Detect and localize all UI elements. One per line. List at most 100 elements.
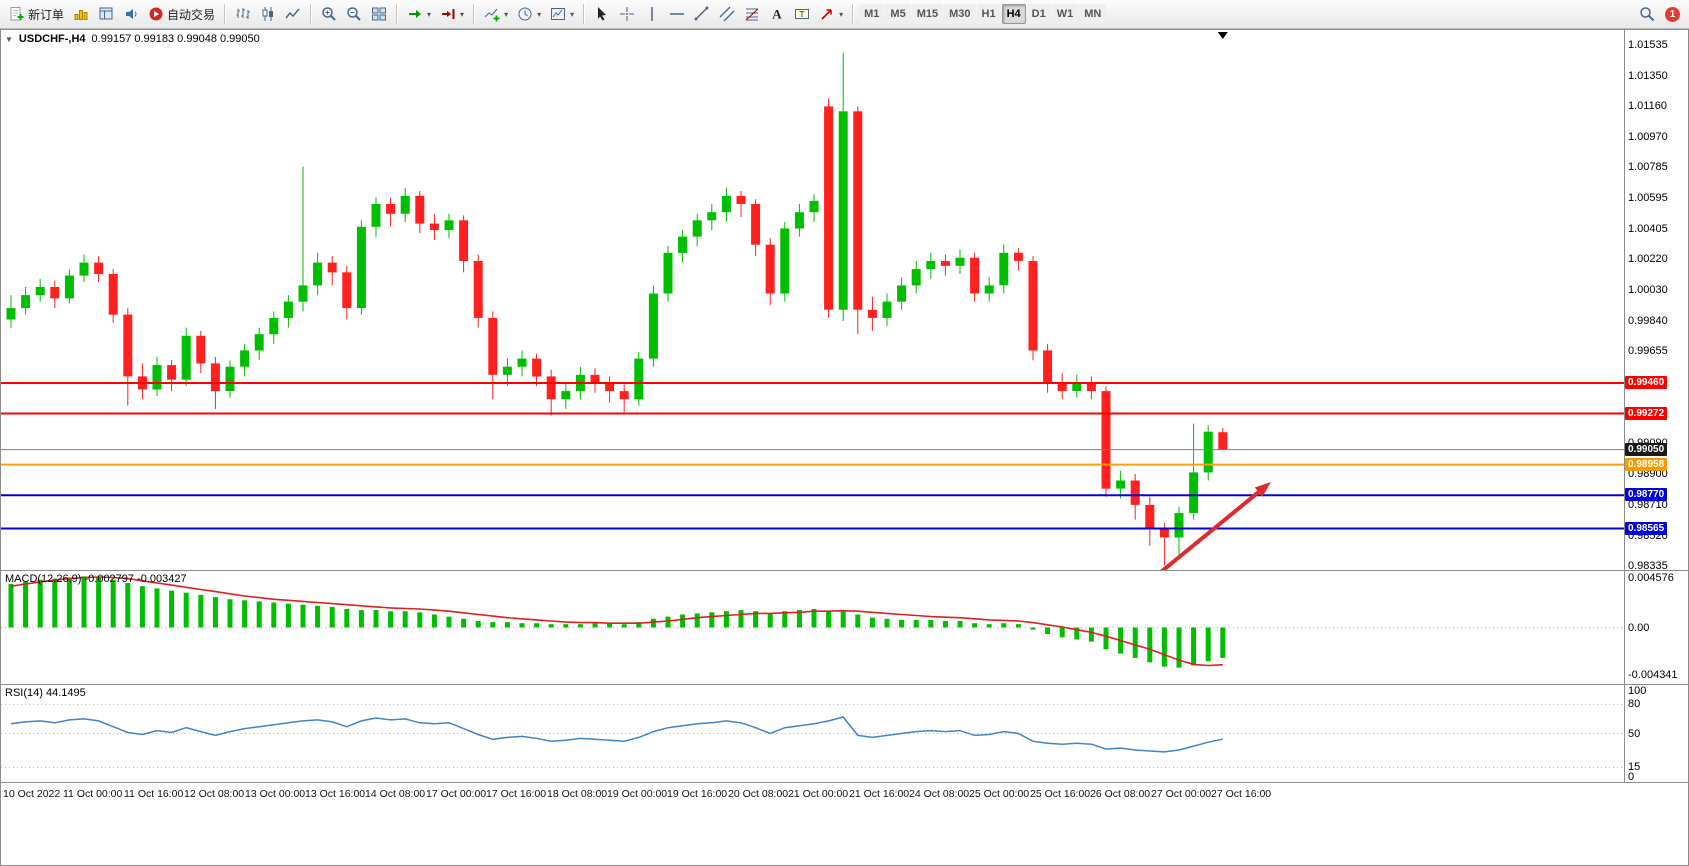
main-chart-pane: ▼ USDCHF-,H4 0.99157 0.99183 0.99048 0.9…: [1, 30, 1688, 571]
main-plot[interactable]: ▼ USDCHF-,H4 0.99157 0.99183 0.99048 0.9…: [1, 30, 1624, 570]
candlestick-chart-button[interactable]: [256, 3, 280, 25]
macd-tick: -0.004341: [1628, 669, 1678, 681]
toolbar-group-timeframes: M1 M5 M15 M30 H1 H4 D1 W1 MN: [859, 4, 1107, 24]
macd-values: -0.002797 -0.003427: [84, 573, 187, 585]
toolbar-separator: [310, 4, 313, 24]
market-watch-icon: [73, 6, 89, 22]
periods-button[interactable]: ▾: [513, 3, 545, 25]
price-tick: 1.00030: [1628, 284, 1668, 296]
zoom-in-button[interactable]: [317, 3, 341, 25]
timeframe-m15[interactable]: M15: [911, 4, 944, 24]
trendline-icon: [694, 6, 710, 22]
candle: [400, 187, 410, 222]
time-label: 20 Oct 08:00: [728, 788, 789, 800]
notification-badge[interactable]: 1: [1665, 6, 1680, 22]
rsi-axis[interactable]: 100 80 50 15 0: [1624, 685, 1688, 782]
chevron-down-icon: ▾: [427, 9, 432, 19]
bar-chart-button[interactable]: [231, 3, 255, 25]
timeframe-mn[interactable]: MN: [1079, 4, 1107, 24]
macd-label: MACD(12,26,9): [5, 573, 82, 585]
candle: [590, 368, 600, 393]
candle: [21, 287, 31, 315]
tile-windows-button[interactable]: [367, 3, 391, 25]
candle: [386, 197, 396, 227]
line-chart-icon: [285, 6, 301, 22]
candle: [225, 360, 235, 398]
alerts-button[interactable]: [119, 3, 143, 25]
candle: [181, 327, 191, 387]
timeframe-w1[interactable]: W1: [1051, 4, 1079, 24]
resistance-line-2-badge: 0.99272: [1625, 407, 1668, 420]
arrows-button[interactable]: ▾: [815, 3, 847, 25]
timeframe-m1[interactable]: M1: [859, 4, 885, 24]
candle: [269, 311, 279, 344]
candle: [459, 215, 469, 273]
support-line-1-badge: 0.98770: [1625, 488, 1668, 501]
horizontal-line-button[interactable]: [665, 3, 689, 25]
candle: [605, 376, 615, 403]
candlestick-chart-icon: [260, 6, 276, 22]
candle: [167, 360, 177, 392]
market-watch-button[interactable]: [69, 3, 93, 25]
time-label: 21 Oct 16:00: [849, 788, 910, 800]
chart-window: ▼ USDCHF-,H4 0.99157 0.99183 0.99048 0.9…: [0, 29, 1689, 866]
candle: [313, 252, 323, 296]
rsi-tick: 100: [1628, 685, 1647, 697]
rsi-plot[interactable]: RSI(14) 44.1495: [1, 685, 1624, 782]
fibonacci-button[interactable]: [740, 3, 764, 25]
candle: [327, 256, 337, 286]
price-axis[interactable]: 1.01535 1.01350 1.01160 1.00970 1.00785 1.005…: [1624, 30, 1688, 570]
timeframe-m5-label: M5: [890, 8, 906, 20]
candle: [371, 197, 381, 237]
trendline-button[interactable]: [690, 3, 714, 25]
zoom-out-button[interactable]: [342, 3, 366, 25]
text-button[interactable]: A: [765, 3, 789, 25]
chevron-down-icon: ▾: [537, 9, 542, 19]
auto-scroll-button[interactable]: ▾: [403, 3, 435, 25]
timeframe-w1-label: W1: [1056, 8, 1074, 20]
macd-axis[interactable]: 0.004576 0.00 -0.004341: [1624, 571, 1688, 684]
auto-trading-button[interactable]: 自动交易: [144, 3, 219, 25]
rsi-value: 44.1495: [45, 687, 86, 699]
rsi-pane-label: RSI(14) 44.1495: [5, 687, 86, 699]
templates-button[interactable]: ▾: [546, 3, 578, 25]
chart-shift-button[interactable]: ▾: [436, 3, 468, 25]
line-chart-button[interactable]: [281, 3, 305, 25]
cursor-button[interactable]: [590, 3, 614, 25]
rsi-label: RSI(14): [5, 687, 43, 699]
search-button[interactable]: [1635, 3, 1659, 25]
data-window-button[interactable]: [94, 3, 118, 25]
new-order-button[interactable]: 新订单: [5, 3, 68, 25]
candle: [473, 254, 483, 328]
candle: [794, 204, 804, 237]
candle: [561, 383, 571, 409]
vertical-line-button[interactable]: [640, 3, 664, 25]
timeframe-h1[interactable]: H1: [976, 4, 1001, 24]
time-label: 11 Oct 16:00: [124, 788, 184, 800]
candle: [721, 187, 731, 222]
time-axis[interactable]: 10 Oct 2022 11 Oct 00:00 11 Oct 16:00 12 Oc…: [1, 783, 1624, 807]
indicators-button[interactable]: ▾: [480, 3, 512, 25]
timeframe-d1[interactable]: D1: [1026, 4, 1051, 24]
new-order-icon: [9, 6, 25, 22]
chart-shift-icon: [440, 6, 456, 22]
toolbar-group-view: [317, 3, 391, 25]
svg-text:A: A: [772, 7, 782, 22]
text-label-icon: T: [794, 6, 810, 22]
channel-button[interactable]: [715, 3, 739, 25]
timeframe-h4[interactable]: H4: [1001, 4, 1026, 24]
trend-arrow[interactable]: [1156, 482, 1271, 570]
text-label-button[interactable]: T: [790, 3, 814, 25]
candle: [1028, 256, 1038, 361]
crosshair-button[interactable]: [615, 3, 639, 25]
candle: [940, 254, 950, 276]
candle: [35, 278, 45, 302]
chart-shift-marker[interactable]: [1217, 32, 1228, 39]
candle: [254, 327, 264, 361]
timeframe-d1-label: D1: [1031, 8, 1046, 20]
macd-plot[interactable]: MACD(12,26,9) -0.002797 -0.003427: [1, 571, 1624, 684]
collapse-arrow-icon[interactable]: ▼: [5, 34, 13, 44]
timeframe-m5[interactable]: M5: [885, 4, 911, 24]
toolbar-separator: [473, 4, 476, 24]
timeframe-m30[interactable]: M30: [944, 4, 976, 24]
